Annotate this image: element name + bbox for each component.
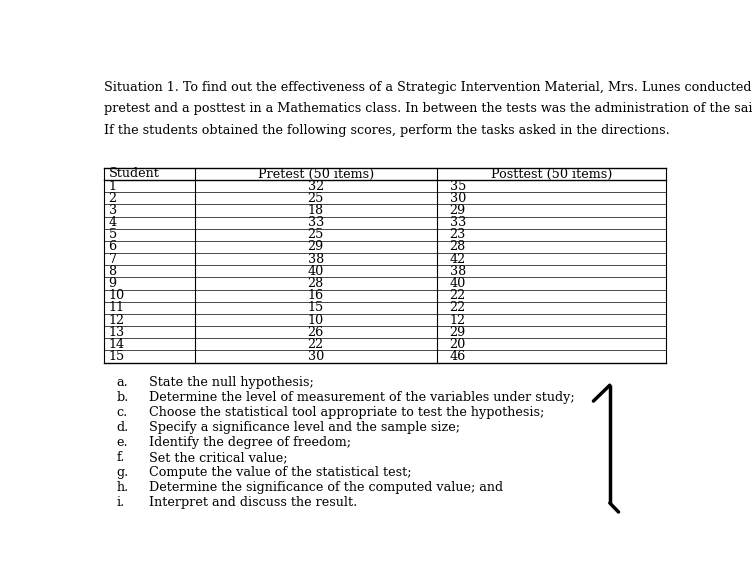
Text: 38: 38 [450, 265, 465, 278]
Text: Choose the statistical tool appropriate to test the hypothesis;: Choose the statistical tool appropriate … [150, 406, 544, 419]
Text: 25: 25 [308, 228, 324, 241]
Text: 28: 28 [308, 277, 324, 290]
Text: Interpret and discuss the result.: Interpret and discuss the result. [150, 496, 358, 509]
Text: 35: 35 [450, 180, 466, 193]
Text: 8: 8 [108, 265, 117, 278]
Text: Specify a significance level and the sample size;: Specify a significance level and the sam… [150, 421, 460, 434]
Text: 30: 30 [308, 350, 324, 363]
Text: 26: 26 [308, 326, 324, 339]
Text: 33: 33 [450, 216, 465, 229]
Text: 10: 10 [308, 313, 324, 326]
Text: b.: b. [116, 391, 129, 404]
Text: Situation 1. To find out the effectiveness of a Strategic Intervention Material,: Situation 1. To find out the effectivene… [105, 81, 752, 93]
Text: If the students obtained the following scores, perform the tasks asked in the di: If the students obtained the following s… [105, 124, 670, 137]
Text: d.: d. [116, 421, 129, 434]
Text: Compute the value of the statistical test;: Compute the value of the statistical tes… [150, 466, 412, 479]
Text: 6: 6 [108, 240, 117, 253]
Text: Posttest (50 items): Posttest (50 items) [491, 168, 612, 181]
Text: Identify the degree of freedom;: Identify the degree of freedom; [150, 436, 351, 449]
Text: 20: 20 [450, 338, 465, 351]
Text: 28: 28 [450, 240, 465, 253]
Text: 42: 42 [450, 253, 465, 266]
Text: f.: f. [116, 451, 125, 464]
Text: 33: 33 [308, 216, 324, 229]
Text: 9: 9 [108, 277, 117, 290]
Text: 14: 14 [108, 338, 125, 351]
Text: 12: 12 [450, 313, 465, 326]
Text: 29: 29 [308, 240, 324, 253]
Text: 29: 29 [450, 204, 465, 217]
Text: Determine the level of measurement of the variables under study;: Determine the level of measurement of th… [150, 391, 575, 404]
Text: h.: h. [116, 481, 129, 494]
Text: e.: e. [116, 436, 128, 449]
Text: 13: 13 [108, 326, 125, 339]
Text: 2: 2 [108, 192, 117, 205]
Text: 1: 1 [108, 180, 117, 193]
Text: 11: 11 [108, 301, 125, 315]
Text: 22: 22 [450, 301, 465, 315]
Text: i.: i. [116, 496, 124, 509]
Text: State the null hypothesis;: State the null hypothesis; [150, 376, 314, 389]
Text: 7: 7 [108, 253, 117, 266]
Text: 30: 30 [450, 192, 465, 205]
Text: Student: Student [108, 168, 159, 181]
Text: 23: 23 [450, 228, 465, 241]
Text: 12: 12 [108, 313, 125, 326]
Text: Set the critical value;: Set the critical value; [150, 451, 288, 464]
Text: 5: 5 [108, 228, 117, 241]
Text: 15: 15 [308, 301, 324, 315]
Text: 40: 40 [450, 277, 465, 290]
Text: 4: 4 [108, 216, 117, 229]
Text: pretest and a posttest in a Mathematics class. In between the tests was the admi: pretest and a posttest in a Mathematics … [105, 102, 752, 115]
Text: Determine the significance of the computed value; and: Determine the significance of the comput… [150, 481, 504, 494]
Text: 25: 25 [308, 192, 324, 205]
Text: g.: g. [116, 466, 129, 479]
Text: c.: c. [116, 406, 127, 419]
Text: 15: 15 [108, 350, 125, 363]
Text: 10: 10 [108, 289, 125, 302]
Text: 29: 29 [450, 326, 465, 339]
Text: 22: 22 [308, 338, 324, 351]
Text: a.: a. [116, 376, 128, 389]
Text: 32: 32 [308, 180, 324, 193]
Text: 16: 16 [308, 289, 324, 302]
Text: 40: 40 [308, 265, 324, 278]
Text: 22: 22 [450, 289, 465, 302]
Text: Pretest (50 items): Pretest (50 items) [258, 168, 374, 181]
Text: 18: 18 [308, 204, 324, 217]
Text: 38: 38 [308, 253, 324, 266]
Text: 46: 46 [450, 350, 465, 363]
Text: 3: 3 [108, 204, 117, 217]
